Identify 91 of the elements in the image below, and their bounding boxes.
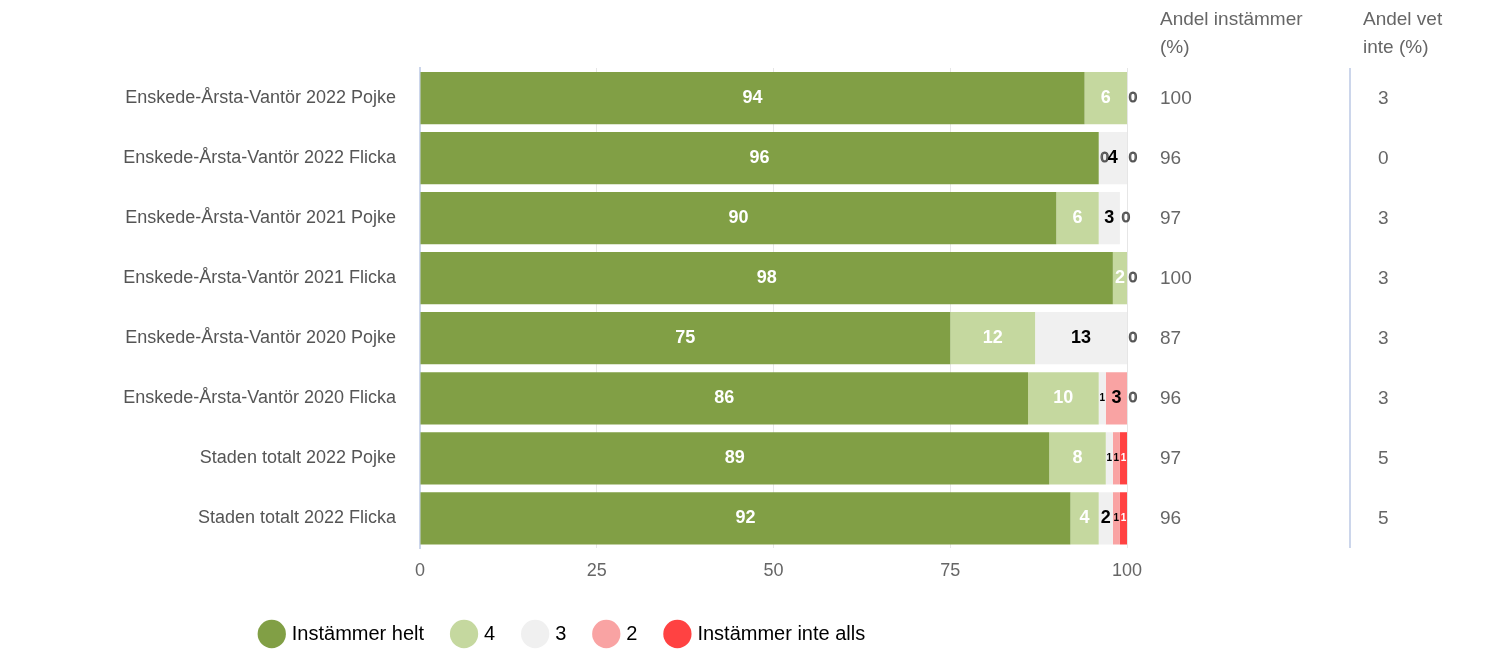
bar [420, 492, 1071, 545]
data-label: 1 [1120, 452, 1127, 464]
data-label: 98 [756, 267, 777, 288]
bar [1112, 432, 1120, 485]
data-label: 0 [1128, 148, 1138, 166]
data-label: 3 [1111, 387, 1122, 408]
bar [1112, 492, 1120, 545]
text: 3 [1378, 387, 1389, 410]
text: 96 [1160, 507, 1182, 530]
bar [1098, 192, 1120, 245]
data-label: 1 [1106, 452, 1113, 464]
bar [1049, 432, 1106, 485]
data-label: 96 [749, 147, 770, 168]
text: 5 [1378, 507, 1389, 530]
data-label: 13 [1071, 327, 1092, 348]
text: 97 [1160, 447, 1182, 470]
x-tick-label: 0 [414, 560, 426, 581]
data-label: 3 [1104, 207, 1115, 228]
legend-label: 2 [626, 621, 638, 644]
data-label: 6 [1072, 207, 1083, 228]
data-label: 10 [1053, 387, 1074, 408]
data-label: 0 [1128, 328, 1138, 346]
data-label: 1 [1113, 452, 1120, 464]
data-label: 90 [728, 207, 749, 228]
text: 97 [1160, 207, 1182, 230]
text: 96 [1160, 387, 1182, 410]
data-label: 4 [1079, 507, 1090, 528]
text: Andel instämmer (%) [1160, 7, 1304, 59]
data-label: 94 [742, 86, 763, 107]
data-label: 86 [714, 387, 735, 408]
data-label: 0 [1128, 388, 1138, 406]
bar [1105, 372, 1127, 425]
y-tick-label: Enskede-Årsta-Vantör 2022 Flicka [123, 147, 397, 168]
y-tick-label: Enskede-Årsta-Vantör 2022 Pojke [125, 86, 396, 107]
bar [420, 131, 1099, 185]
data-label: 6 [1100, 86, 1111, 107]
data-label: 92 [735, 507, 756, 528]
bar [1119, 432, 1127, 485]
bar [1028, 372, 1099, 425]
text: 3 [1378, 87, 1389, 110]
text: 87 [1160, 327, 1182, 350]
legend-label: 4 [484, 621, 496, 644]
bar [1084, 71, 1127, 125]
legend-label: Instämmer helt [291, 621, 425, 644]
legend-label: Instämmer inte alls [697, 621, 866, 644]
data-label: 0 [1121, 208, 1131, 226]
bar [420, 432, 1050, 485]
y-tick-label: Staden totalt 2022 Flicka [197, 507, 397, 528]
text: 0 [1378, 147, 1389, 170]
bar [1105, 432, 1113, 485]
y-tick-label: Staden totalt 2022 Pojke [199, 447, 396, 468]
text: 96 [1160, 147, 1182, 170]
data-label: 1 [1113, 512, 1120, 524]
bar [420, 372, 1029, 425]
data-label: 0 [1128, 88, 1138, 106]
text: 100 [1160, 87, 1192, 110]
y-tick-label: Enskede-Årsta-Vantör 2021 Pojke [125, 207, 396, 228]
bar [1056, 192, 1099, 245]
y-tick-label: Enskede-Årsta-Vantör 2020 Pojke [125, 327, 396, 348]
data-label: 8 [1072, 447, 1083, 468]
data-label: 2 [1114, 267, 1125, 288]
bar [1119, 492, 1127, 545]
text: Andel vet inte (%) [1363, 7, 1444, 59]
bar [420, 312, 951, 365]
data-label: 0 [1100, 148, 1109, 166]
bar [420, 192, 1057, 245]
x-tick-label: 75 [940, 560, 961, 581]
bar [420, 71, 1085, 125]
data-label: 1 [1099, 392, 1106, 404]
bar [950, 312, 1036, 365]
data-label: 4 [1107, 147, 1118, 168]
data-label: 12 [982, 327, 1003, 348]
data-label: 2 [1100, 507, 1111, 528]
bar [1098, 372, 1106, 425]
data-label: 89 [724, 447, 745, 468]
text: 3 [1378, 267, 1389, 290]
x-tick-label: 50 [763, 560, 784, 581]
bar [1070, 492, 1099, 545]
data-label: 75 [675, 327, 696, 348]
data-label: 1 [1120, 512, 1127, 524]
y-tick-label: Enskede-Årsta-Vantör 2020 Flicka [123, 387, 397, 408]
x-tick-label: 25 [586, 560, 607, 581]
y-tick-label: Enskede-Årsta-Vantör 2021 Flicka [123, 267, 397, 288]
text: 3 [1378, 327, 1389, 350]
data-label: 0 [1128, 268, 1138, 286]
text: 3 [1378, 207, 1389, 230]
legend-label: 3 [555, 621, 567, 644]
x-tick-label: 100 [1111, 560, 1143, 581]
bar [420, 252, 1113, 305]
text: 5 [1378, 447, 1389, 470]
text: 100 [1160, 267, 1192, 290]
